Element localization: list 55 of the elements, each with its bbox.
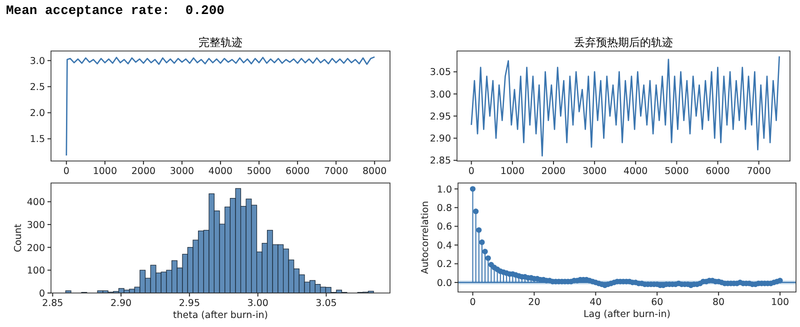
x-tick-label: 100 — [770, 297, 790, 308]
y-tick-label: 2.95 — [430, 111, 451, 122]
x-tick-label: 1000 — [500, 166, 525, 177]
chart-title: 完整轨迹 — [198, 36, 242, 49]
y-tick-label: 2.85 — [430, 156, 451, 167]
y-tick-label: 2.5 — [30, 82, 45, 94]
x-tick-label: 3000 — [582, 166, 607, 177]
x-tick-label: 0 — [468, 166, 474, 177]
x-tick-label: 8000 — [362, 166, 387, 177]
y-tick-label: 0.4 — [436, 240, 452, 252]
x-tick-label: 0 — [470, 297, 476, 308]
x-tick-label: 5000 — [664, 166, 689, 177]
y-tick-label: 0.8 — [436, 203, 452, 214]
x-tick-label: 5000 — [246, 166, 272, 177]
y-tick-label: 1.5 — [30, 134, 45, 146]
y-tick-label: 0 — [38, 288, 45, 300]
x-tick-label: 2.95 — [178, 298, 200, 309]
y-axis-title: Count — [13, 224, 24, 252]
x-tick-label: 3000 — [170, 166, 194, 177]
y-axis-title: Autocorrelation — [420, 200, 431, 274]
x-tick-label: 3.00 — [247, 298, 268, 309]
y-tick-label: 100 — [26, 266, 45, 277]
x-axis-title: Lag (after burn-in) — [584, 309, 670, 320]
x-tick-label: 2000 — [541, 166, 566, 177]
x-tick-label: 20 — [528, 297, 540, 308]
x-tick-label: 4000 — [624, 166, 648, 177]
y-tick-label: 300 — [26, 220, 45, 231]
y-tick-label: 400 — [26, 197, 45, 208]
y-tick-label: 2.90 — [430, 134, 451, 145]
x-tick-label: 80 — [712, 297, 725, 308]
x-tick-label: 2000 — [131, 166, 156, 177]
x-tick-label: 6000 — [285, 166, 310, 177]
y-tick-label: 0.2 — [436, 259, 452, 270]
x-tick-label: 3.05 — [316, 298, 337, 309]
y-tick-label: 1.0 — [436, 184, 452, 196]
y-tick-label: 3.05 — [430, 67, 451, 78]
text: Mean acceptance rate: 0.200 — [6, 3, 225, 18]
y-tick-label: 0.0 — [436, 278, 452, 289]
x-tick-label: 7000 — [324, 166, 348, 177]
x-tick-label: 40 — [590, 297, 602, 308]
y-tick-label: 0.6 — [436, 222, 452, 233]
x-tick-label: 60 — [651, 297, 664, 308]
x-axis-title: theta (after burn-in) — [173, 310, 268, 321]
x-tick-label: 2.85 — [42, 298, 64, 309]
y-tick-label: 3.0 — [30, 56, 45, 67]
chart-title: 丢弃预热期后的轨迹 — [574, 36, 673, 49]
x-tick-label: 1000 — [92, 166, 118, 177]
x-tick-label: 0 — [63, 166, 70, 177]
y-tick-label: 3.00 — [430, 89, 451, 100]
x-tick-label: 7000 — [746, 166, 771, 177]
x-tick-label: 6000 — [706, 166, 730, 177]
y-tick-label: 2.0 — [30, 108, 45, 120]
y-tick-label: 200 — [26, 242, 45, 254]
x-tick-label: 4000 — [208, 166, 233, 177]
x-tick-label: 2.90 — [110, 298, 132, 309]
